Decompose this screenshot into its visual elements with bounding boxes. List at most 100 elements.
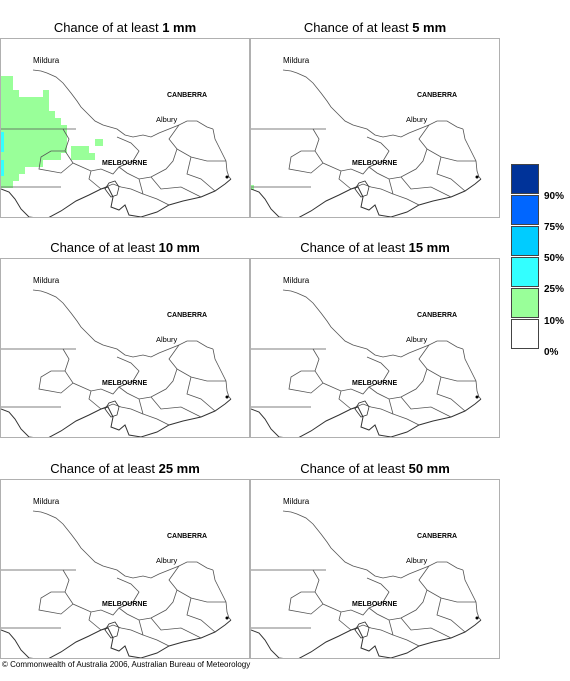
region-boundaries bbox=[251, 510, 482, 647]
coastline bbox=[251, 398, 482, 437]
place-label-albury: Albury bbox=[156, 115, 178, 124]
place-label-albury: Albury bbox=[156, 335, 178, 344]
shading-10-25 bbox=[1, 118, 61, 125]
shading-10-25 bbox=[25, 104, 49, 111]
region-boundaries bbox=[1, 289, 232, 426]
port-phillip-bay bbox=[104, 400, 120, 418]
panel-title: Chance of at least 5 mm bbox=[250, 20, 500, 36]
shading-10-25 bbox=[31, 111, 55, 118]
place-label-mildura: Mildura bbox=[33, 56, 60, 65]
shading-10-25 bbox=[1, 181, 13, 188]
place-label-canberra: CANBERRA bbox=[417, 312, 457, 319]
victoria-map: Mildura CANBERRA Albury MELBOURNE bbox=[0, 258, 250, 438]
coastline bbox=[251, 619, 482, 658]
legend-label-0: 0% bbox=[544, 347, 559, 358]
shading-25-50 bbox=[1, 132, 4, 152]
shading-10-25 bbox=[43, 90, 49, 97]
panel-title-prefix: Chance of at least bbox=[300, 240, 409, 255]
place-label-mildura: Mildura bbox=[283, 56, 310, 65]
panel-title: Chance of at least 1 mm bbox=[0, 20, 250, 36]
gabo-marker bbox=[225, 175, 229, 179]
port-phillip-bay bbox=[354, 180, 370, 198]
place-label-canberra: CANBERRA bbox=[167, 533, 207, 540]
copyright-notice: © Commonwealth of Australia 2006, Austra… bbox=[2, 660, 251, 669]
legend-swatch-10 bbox=[511, 288, 539, 318]
shading-10-25 bbox=[1, 139, 67, 146]
legend-swatch-25 bbox=[511, 257, 539, 287]
place-label-canberra: CANBERRA bbox=[167, 92, 207, 99]
place-label-mildura: Mildura bbox=[33, 276, 60, 285]
gabo-marker bbox=[225, 395, 229, 399]
place-label-canberra: CANBERRA bbox=[417, 533, 457, 540]
place-label-canberra: CANBERRA bbox=[167, 312, 207, 319]
panel-title-amount: 15 mm bbox=[408, 240, 450, 255]
place-label-albury: Albury bbox=[406, 115, 428, 124]
panel-title: Chance of at least 10 mm bbox=[0, 240, 250, 256]
panel-title: Chance of at least 25 mm bbox=[0, 461, 250, 477]
panel-5mm: Chance of at least 5 mm Mildura CANBERRA Al… bbox=[250, 20, 500, 240]
legend-label-10: 10% bbox=[544, 316, 565, 327]
port-phillip-bay bbox=[104, 621, 120, 639]
shading-25-50 bbox=[1, 160, 4, 176]
panel-title-prefix: Chance of at least bbox=[300, 461, 409, 476]
legend-swatch-0 bbox=[511, 319, 539, 349]
victoria-map: Mildura CANBERRA Albury MELBOURNE bbox=[0, 38, 250, 218]
shading-10-25 bbox=[1, 111, 31, 118]
legend-label-50: 50% bbox=[544, 253, 565, 264]
coastline bbox=[1, 619, 232, 658]
place-label-canberra: CANBERRA bbox=[417, 92, 457, 99]
region-boundaries bbox=[1, 510, 232, 647]
port-phillip-bay bbox=[354, 400, 370, 418]
place-label-melbourne: MELBOURNE bbox=[102, 601, 147, 608]
region-boundaries bbox=[251, 289, 482, 426]
place-label-melbourne: MELBOURNE bbox=[102, 380, 147, 387]
gabo-marker bbox=[475, 395, 479, 399]
victoria-map: Mildura CANBERRA Albury MELBOURNE bbox=[250, 38, 500, 218]
legend-swatch-75 bbox=[511, 195, 539, 225]
shading-10-25 bbox=[37, 97, 49, 104]
shading-10-25 bbox=[1, 76, 13, 83]
shading-10-25 bbox=[71, 146, 89, 153]
gabo-marker bbox=[225, 616, 229, 620]
panel-15mm: Chance of at least 15 mm Mildura CANBERRA A… bbox=[250, 240, 500, 460]
legend-swatch-90 bbox=[511, 164, 539, 194]
panel-title: Chance of at least 50 mm bbox=[250, 461, 500, 477]
shading-10-25 bbox=[37, 153, 61, 160]
victoria-map: Mildura CANBERRA Albury MELBOURNE bbox=[250, 258, 500, 438]
panel-title-amount: 1 mm bbox=[162, 20, 197, 35]
gabo-marker bbox=[475, 175, 479, 179]
legend-swatch-50 bbox=[511, 226, 539, 256]
region-boundaries bbox=[1, 69, 232, 206]
panel-title-amount: 5 mm bbox=[412, 20, 447, 35]
region-boundaries bbox=[251, 69, 482, 206]
gabo-marker bbox=[475, 616, 479, 620]
shading-10-25 bbox=[1, 90, 19, 97]
panel-title-prefix: Chance of at least bbox=[50, 461, 159, 476]
panel-title-amount: 10 mm bbox=[158, 240, 200, 255]
probability-legend: 90% 75% 50% 25% 10% 0% bbox=[511, 164, 570, 364]
shading-10-25 bbox=[19, 97, 49, 104]
panel-title: Chance of at least 15 mm bbox=[250, 240, 500, 256]
shading-10-25 bbox=[1, 125, 67, 132]
port-phillip-bay bbox=[104, 180, 120, 198]
shading-10-25 bbox=[71, 153, 95, 160]
shading-10-25 bbox=[1, 153, 37, 160]
victoria-map: Mildura CANBERRA Albury MELBOURNE bbox=[0, 479, 250, 659]
panel-10mm: Chance of at least 10 mm Mildura CANBERRA A… bbox=[0, 240, 250, 460]
legend-label-90: 90% bbox=[544, 191, 565, 202]
shading-10-25 bbox=[1, 160, 31, 167]
panel-title-amount: 25 mm bbox=[158, 461, 200, 476]
shading-10-25 bbox=[1, 104, 25, 111]
place-label-mildura: Mildura bbox=[33, 497, 60, 506]
coastline bbox=[251, 178, 482, 217]
coastline bbox=[1, 178, 232, 217]
shading-10-25 bbox=[31, 160, 43, 167]
panel-title-amount: 50 mm bbox=[408, 461, 450, 476]
shading-10-25 bbox=[1, 97, 19, 104]
place-label-melbourne: MELBOURNE bbox=[352, 160, 397, 167]
shading-10-25 bbox=[89, 153, 95, 160]
panel-50mm: Chance of at least 50 mm Mildura CANBERRA A… bbox=[250, 461, 500, 681]
port-phillip-bay bbox=[354, 621, 370, 639]
panel-title-prefix: Chance of at least bbox=[50, 240, 159, 255]
place-label-mildura: Mildura bbox=[283, 497, 310, 506]
